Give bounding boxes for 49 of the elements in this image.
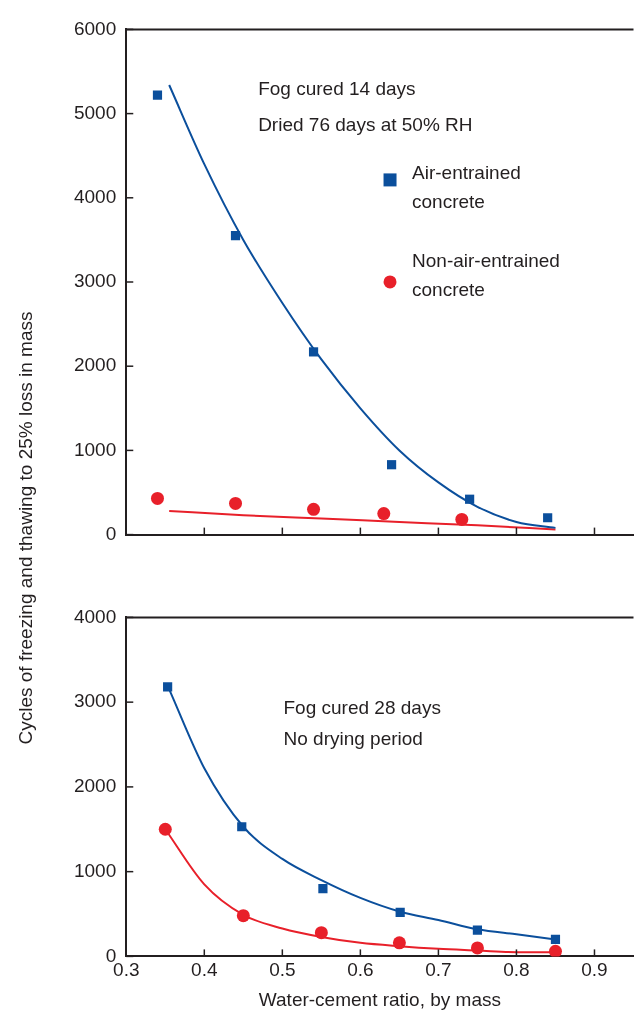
point	[386, 460, 397, 470]
point	[237, 822, 247, 832]
y-tick-label: 3000	[73, 690, 117, 712]
point	[392, 936, 406, 950]
x-tick-label: 0.9	[581, 959, 608, 981]
point	[543, 513, 553, 523]
x-tick-label: 0.4	[191, 959, 218, 981]
y-axis-title: Cycles of freezing and thawing to 25% loss in mass	[15, 311, 37, 745]
legend-label: Air-entrained concrete	[412, 162, 521, 213]
point	[150, 491, 164, 505]
point	[472, 925, 483, 935]
y-tick-label: 6000	[73, 17, 117, 39]
line-series	[168, 83, 557, 529]
y-tick-label: 5000	[73, 101, 117, 123]
point	[152, 90, 163, 100]
y-tick-label: 1000	[73, 859, 117, 881]
point	[236, 909, 250, 923]
point	[395, 907, 405, 917]
y-tick-label: 4000	[73, 186, 117, 208]
annotation: Fog cured 14 days	[258, 78, 416, 100]
point	[158, 822, 172, 836]
annotation: Dried 76 days at 50% RH	[258, 113, 473, 135]
point	[229, 496, 243, 510]
point	[455, 512, 469, 526]
annotation: No drying period	[283, 727, 423, 749]
point	[163, 682, 173, 692]
point	[230, 231, 241, 241]
legend-label: Non-air-entrained concrete	[412, 250, 560, 301]
y-tick-label: 4000	[73, 605, 117, 627]
point	[308, 347, 319, 357]
x-tick-label: 0.5	[269, 959, 296, 981]
y-tick-label: 0	[105, 522, 117, 544]
point	[314, 926, 328, 940]
annotation: Fog cured 28 days	[283, 697, 441, 719]
x-axis-title: Water-cement ratio, by mass	[258, 988, 501, 1010]
point	[470, 941, 484, 955]
point	[307, 502, 321, 516]
x-tick-label: 0.8	[503, 959, 530, 981]
point	[377, 507, 391, 521]
x-tick-label: 0.6	[347, 959, 374, 981]
point	[318, 884, 328, 894]
y-tick-label: 2000	[73, 775, 117, 797]
point	[550, 934, 561, 945]
y-tick-label: 2000	[73, 354, 117, 376]
y-tick-label: 3000	[73, 270, 117, 292]
point	[465, 494, 475, 504]
x-tick-label: 0.7	[425, 959, 452, 981]
point	[548, 944, 562, 957]
y-tick-label: 1000	[73, 438, 117, 460]
